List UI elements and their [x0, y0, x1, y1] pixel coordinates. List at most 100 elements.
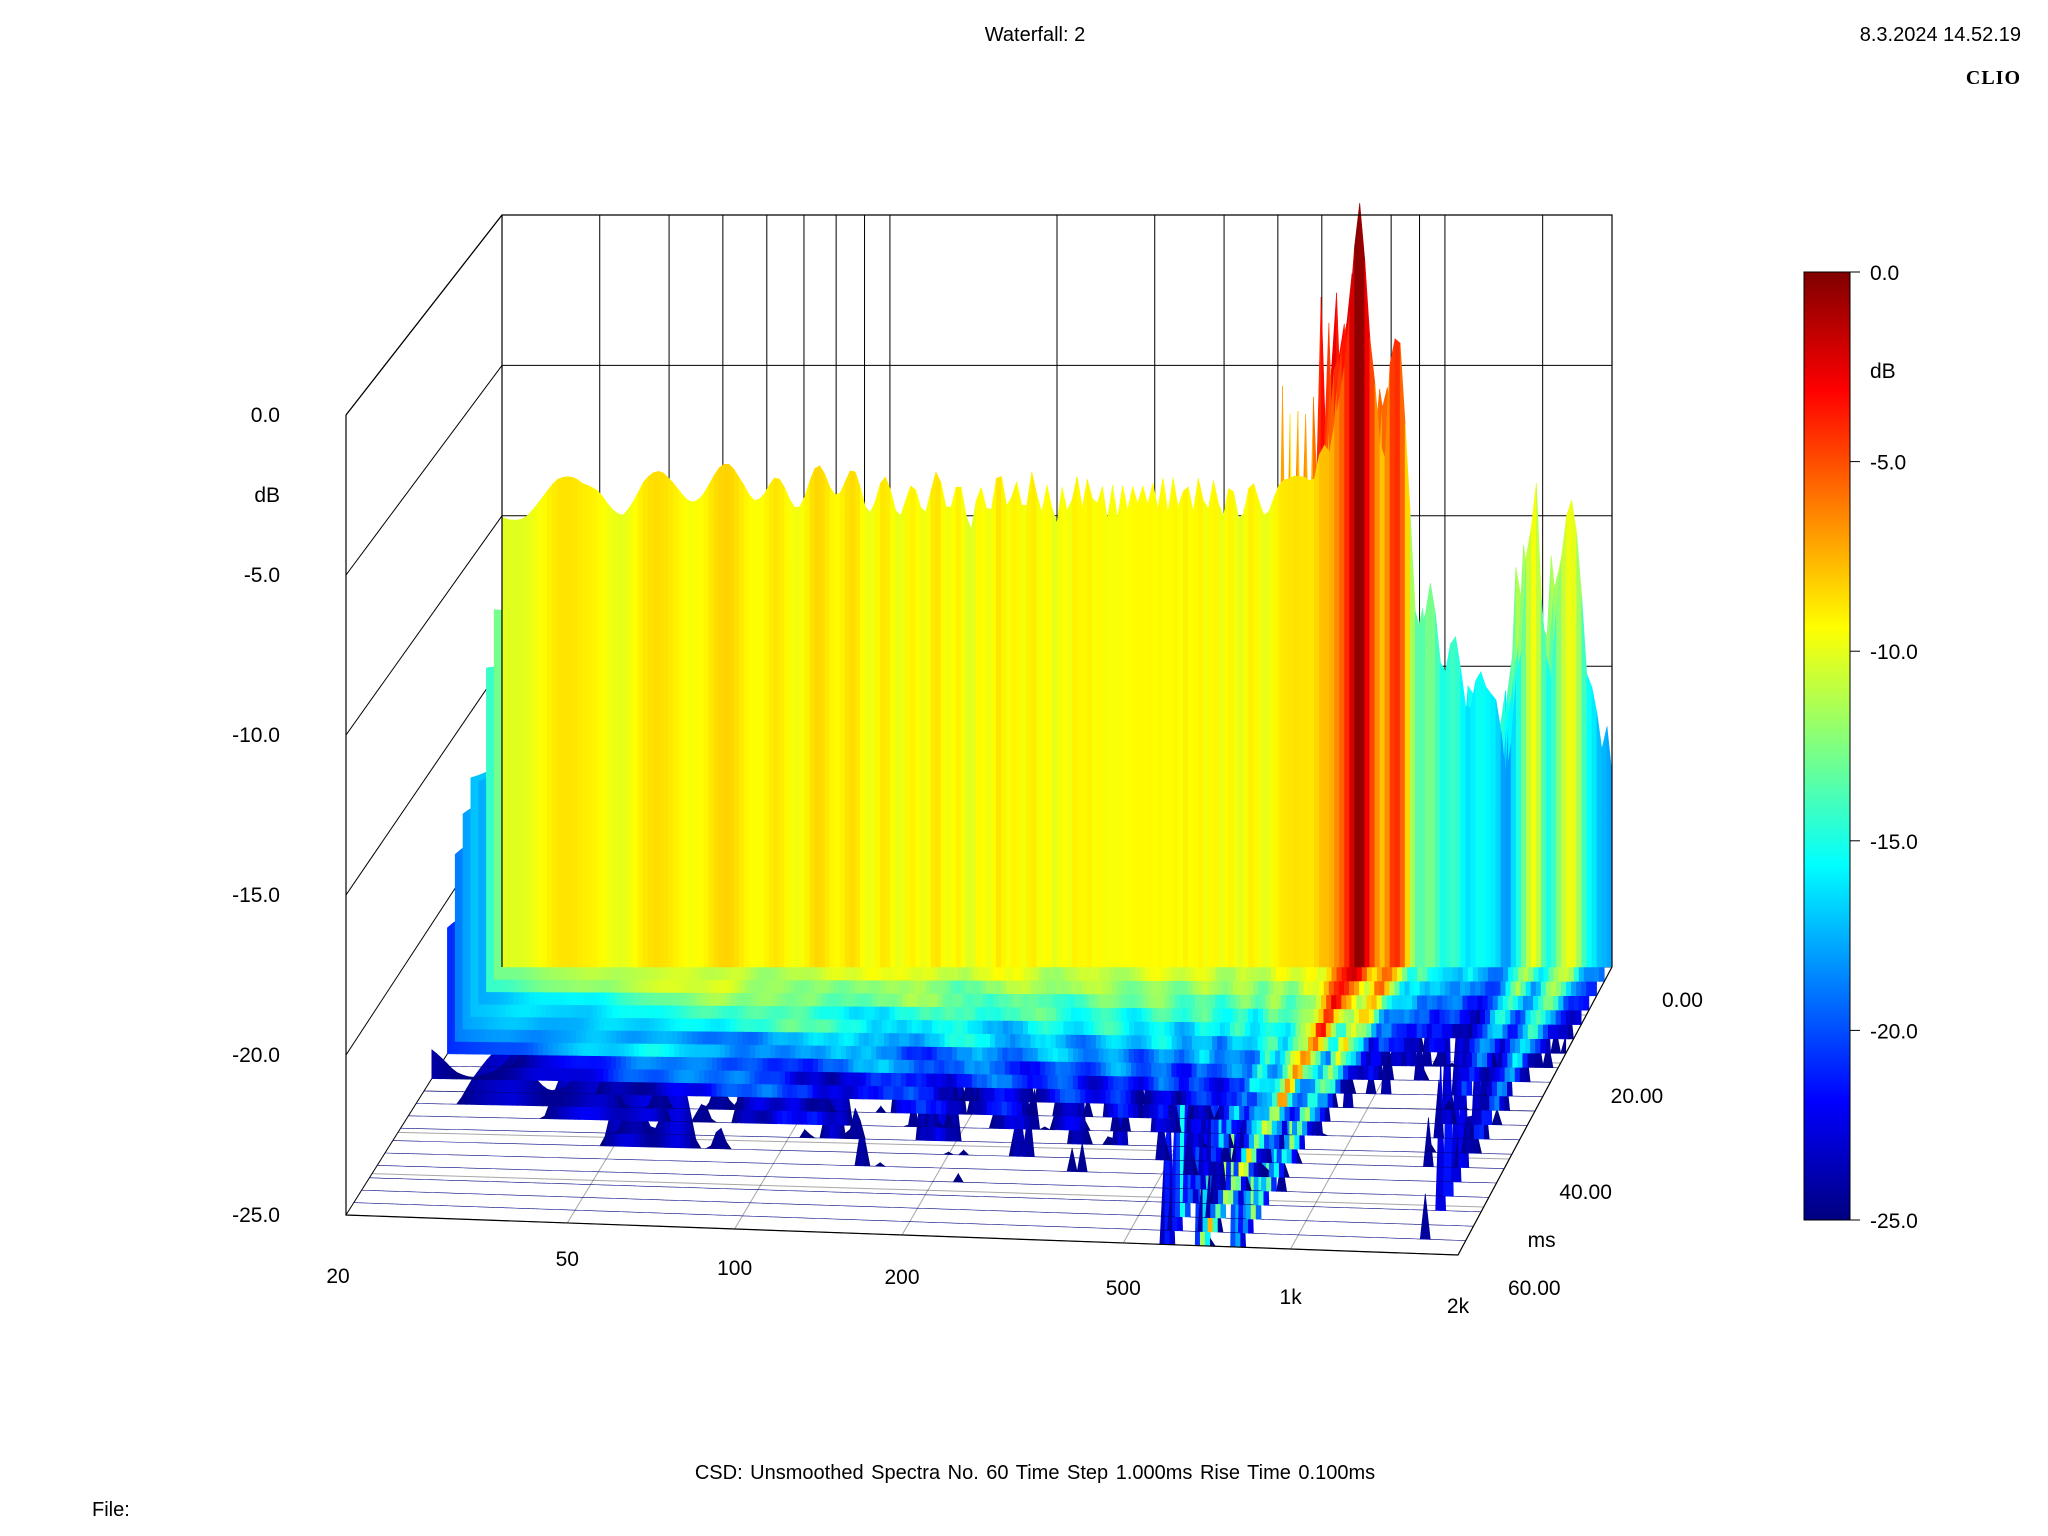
waterfall-segment	[1203, 1142, 1210, 1148]
waterfall-segment	[1122, 485, 1128, 968]
waterfall-segment	[1445, 643, 1451, 968]
waterfall-segment	[1092, 497, 1098, 968]
z-tick-label: 0.0	[251, 404, 280, 427]
waterfall-segment	[637, 482, 644, 968]
waterfall-segment	[1334, 396, 1340, 968]
waterfall-segment	[537, 496, 543, 968]
waterfall-segment	[1414, 611, 1421, 968]
waterfall-segment	[1359, 203, 1366, 968]
waterfall-segment	[799, 1128, 806, 1138]
waterfall-segment	[1006, 496, 1012, 968]
waterfall-segment	[1112, 485, 1118, 968]
waterfall-segment	[715, 1127, 722, 1150]
x-tick-label: 20	[326, 1265, 349, 1288]
waterfall-segment	[1601, 726, 1608, 968]
waterfall-segment	[1606, 726, 1613, 968]
waterfall-segment	[1245, 1173, 1252, 1191]
chart-title: Waterfall: 2	[984, 24, 1086, 46]
waterfall-segment	[1031, 471, 1038, 968]
waterfall-segment	[552, 478, 558, 968]
waterfall-segment	[1492, 1044, 1498, 1068]
waterfall-segment	[1066, 499, 1073, 968]
waterfall-segment	[1071, 476, 1078, 968]
waterfall-segment	[1203, 499, 1209, 968]
waterfall-segment	[1263, 511, 1270, 968]
waterfall-segment	[844, 1128, 851, 1140]
waterfall-segment	[864, 505, 871, 968]
waterfall-segment	[723, 463, 730, 968]
side-wall-gridline	[345, 365, 503, 576]
waterfall-segment	[1296, 1150, 1303, 1164]
z-tick-label: -20.0	[232, 1044, 280, 1067]
waterfall-segment	[1324, 444, 1330, 968]
waterfall-segment	[824, 474, 831, 968]
x-tick-label: 1k	[1280, 1286, 1303, 1309]
waterfall-segment	[526, 509, 533, 968]
waterfall-segment	[753, 498, 760, 968]
x-tick-label: 500	[1106, 1277, 1141, 1300]
waterfall-segment	[1127, 486, 1133, 968]
waterfall-segment	[476, 1065, 483, 1106]
measurement-settings: CSD: Unsmoothed Spectra No. 60 Time Step…	[694, 1462, 1376, 1484]
waterfall-segment	[839, 481, 846, 968]
waterfall-segment	[1465, 706, 1472, 968]
waterfall-segment	[819, 464, 826, 968]
waterfall-segment	[1430, 583, 1436, 968]
z-tick-label: -25.0	[232, 1204, 280, 1227]
waterfall-segment	[1066, 1148, 1073, 1172]
waterfall-segment	[1515, 652, 1522, 968]
waterfall-segment	[582, 483, 589, 968]
axis-labels: 0.0 -5.0 -10.0 -15.0 -20.0 -25.0 dB 20 50 100 200 5…	[232, 404, 1703, 1318]
waterfall-segment	[809, 1133, 816, 1139]
waterfall-segment	[655, 1117, 661, 1148]
colorbar-tick-label: 0.0	[1870, 262, 1899, 285]
waterfall-segment	[572, 476, 578, 968]
waterfall-segment	[952, 1172, 959, 1183]
waterfall-segment	[521, 515, 528, 968]
waterfall-segment	[511, 519, 518, 968]
waterfall-segment	[456, 1096, 462, 1105]
waterfall-segment	[622, 1101, 630, 1108]
waterfall-segment	[653, 470, 659, 968]
waterfall-segment	[668, 1099, 675, 1109]
side-wall-gridline	[345, 515, 503, 736]
waterfall-segment	[1496, 1108, 1503, 1126]
waterfall-segment	[864, 1139, 871, 1167]
waterfall-segment	[1560, 1034, 1567, 1054]
colorbar-tick-label: -10.0	[1870, 641, 1918, 664]
waterfall-segment	[986, 507, 992, 968]
waterfall-segment	[1273, 485, 1280, 968]
waterfall-segment	[1364, 260, 1371, 968]
waterfall-segment	[734, 1097, 740, 1111]
waterfall-segment	[516, 518, 523, 968]
waterfall-segment	[685, 1089, 692, 1149]
waterfall-segment	[940, 482, 947, 968]
waterfall-segment	[1379, 443, 1386, 968]
waterfall-segment	[1132, 486, 1139, 968]
waterfall-segment	[557, 477, 563, 968]
waterfall-segment	[658, 470, 664, 968]
waterfall-segment	[622, 508, 629, 968]
waterfall-segment	[1491, 1108, 1498, 1126]
waterfall-segment	[1450, 635, 1456, 968]
colorbar-label: dB	[1870, 360, 1896, 383]
colorbar-gradient	[1803, 271, 1851, 1221]
waterfall-segment	[1016, 481, 1022, 968]
waterfall-segment	[1084, 1120, 1091, 1131]
waterfall-segment	[1596, 712, 1603, 968]
waterfall-segment	[1253, 483, 1260, 968]
waterfall-segment	[834, 492, 841, 968]
waterfall-segment	[1425, 583, 1431, 968]
waterfall-segment	[1248, 482, 1255, 968]
waterfall-segment	[720, 1128, 727, 1150]
waterfall-segment	[1495, 699, 1502, 968]
waterfall-segment	[854, 471, 861, 968]
waterfall-segment	[849, 470, 856, 968]
waterfall-segment	[451, 1068, 458, 1080]
waterfall-segment	[1061, 487, 1068, 968]
waterfall-segment	[597, 490, 604, 968]
waterfall-segment	[1394, 338, 1401, 968]
waterfall-segment	[542, 489, 548, 968]
waterfall-segment	[1268, 497, 1275, 968]
